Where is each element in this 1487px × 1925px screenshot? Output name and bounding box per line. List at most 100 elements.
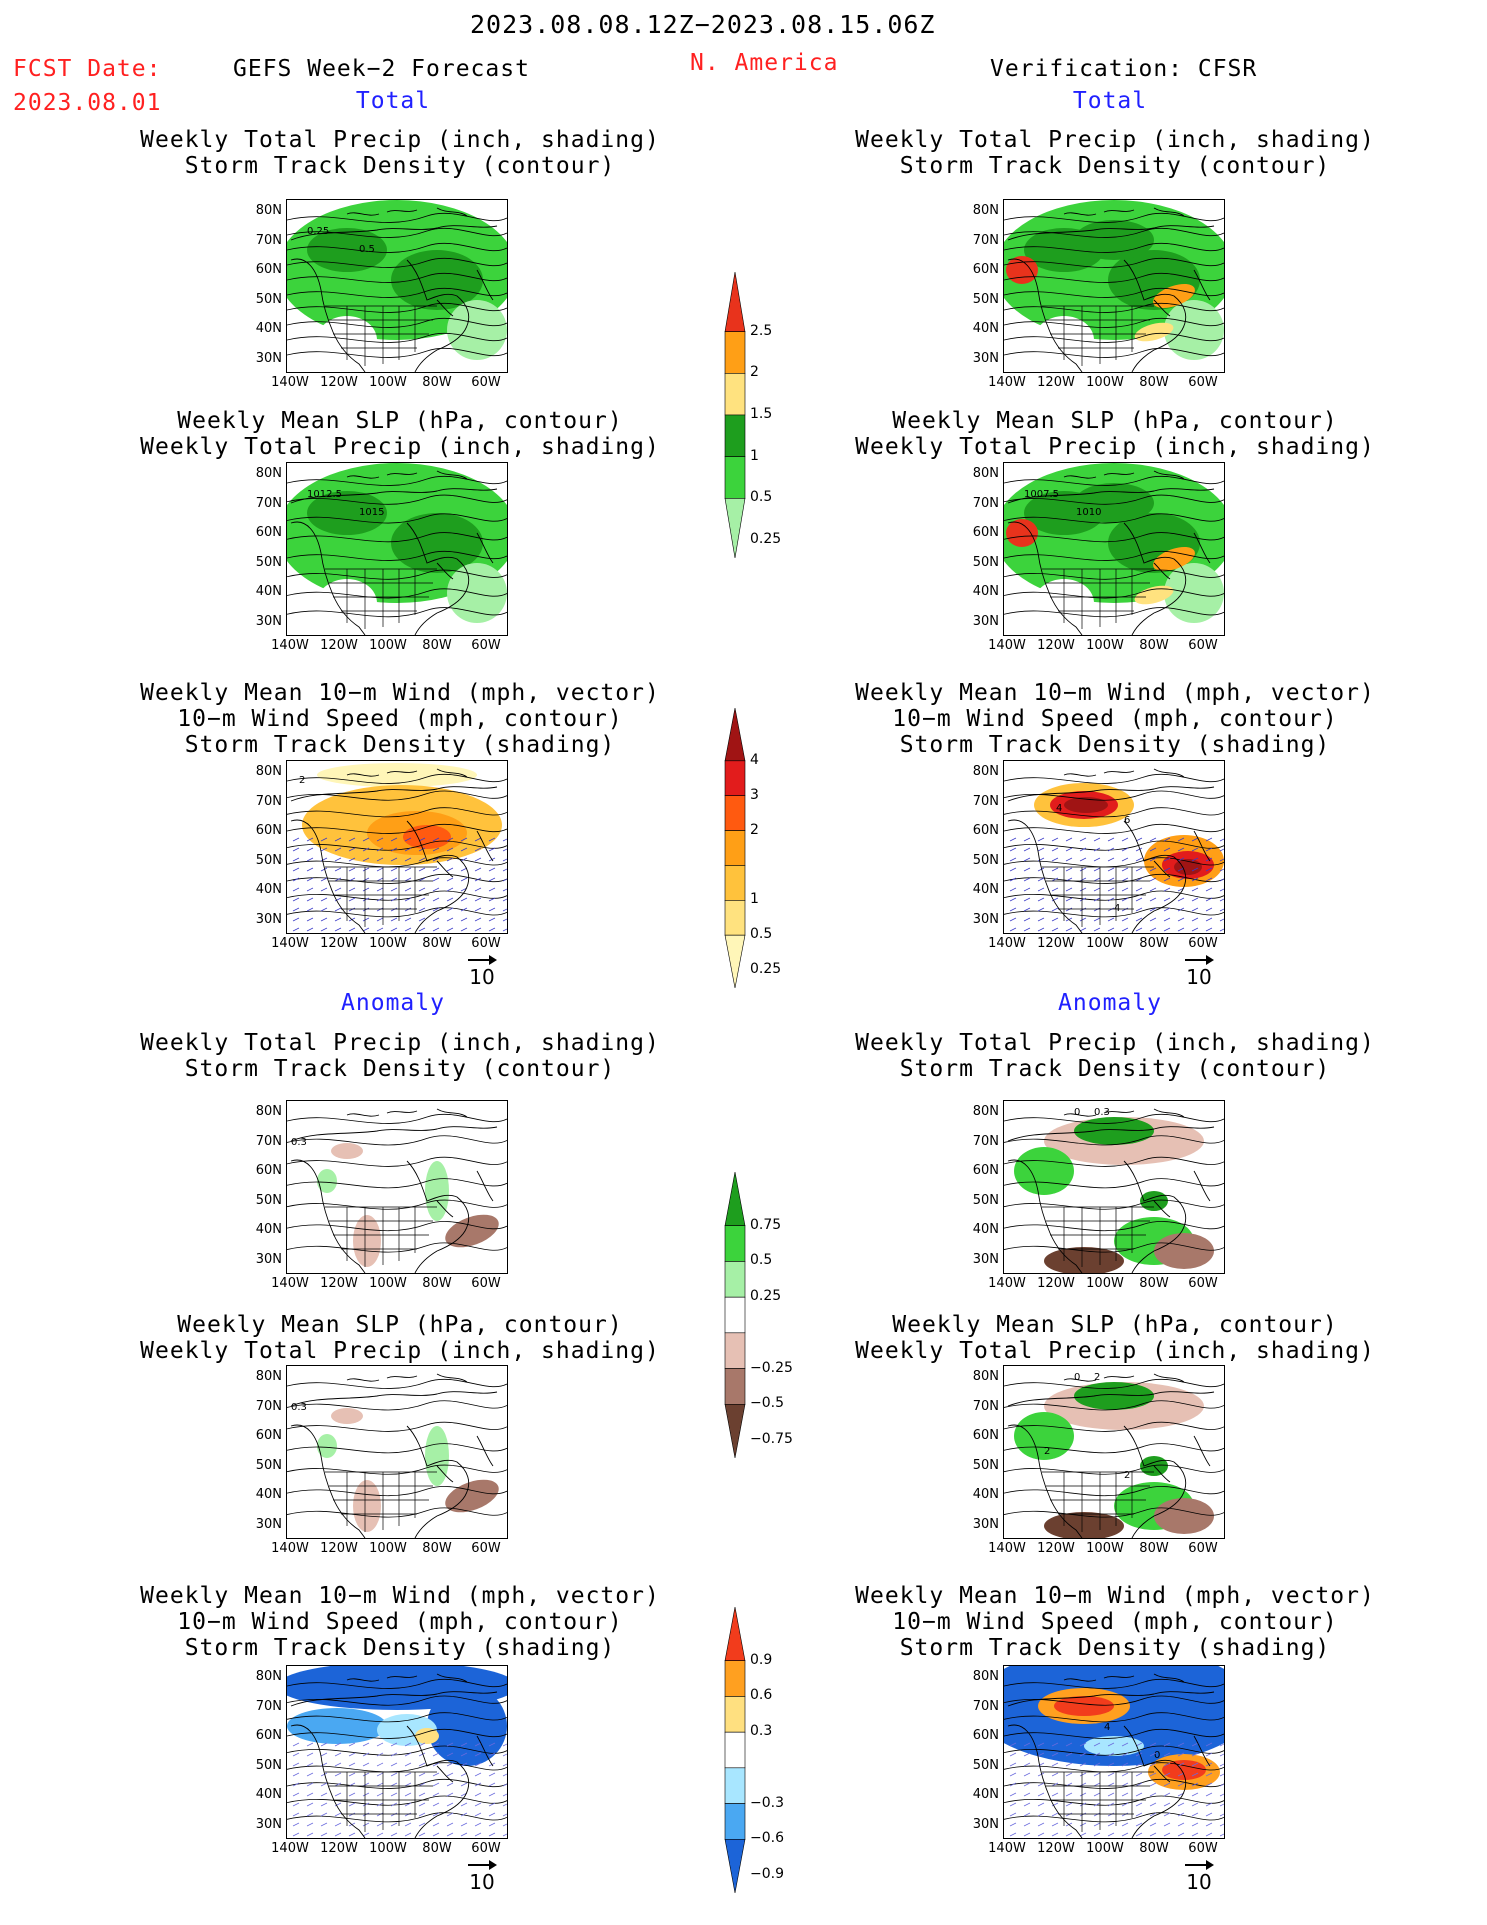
wind-vector bbox=[1037, 887, 1045, 892]
lon-tick-label: 80W bbox=[422, 375, 452, 390]
wind-vector bbox=[1079, 837, 1087, 842]
lon-tick-label: 60W bbox=[1188, 375, 1218, 390]
wind-vector bbox=[418, 877, 426, 882]
lat-tick-label: 30N bbox=[972, 911, 999, 927]
panel-title-line: 10−m Wind Speed (mph, contour) bbox=[177, 706, 623, 732]
lat-tick-label: 40N bbox=[972, 584, 999, 599]
shading-patch bbox=[415, 1728, 439, 1744]
contour-line bbox=[1004, 1178, 1224, 1189]
lon-tick-label: 120W bbox=[320, 638, 358, 653]
lon-tick-label: 140W bbox=[988, 1276, 1026, 1291]
contour-line bbox=[287, 532, 507, 543]
colorbar-label: −0.5 bbox=[750, 1395, 784, 1412]
lon-tick-label: 120W bbox=[320, 1276, 358, 1291]
lon-tick-label: 60W bbox=[1188, 1841, 1218, 1856]
coast-maritime bbox=[1153, 269, 1211, 317]
map-frame: 2 bbox=[286, 760, 508, 934]
wind-vector bbox=[1065, 1772, 1073, 1777]
contour-line bbox=[1004, 588, 1224, 599]
map-svg: 1012.5 1015 bbox=[287, 463, 507, 635]
wind-vector bbox=[320, 1752, 328, 1757]
wind-vector bbox=[1219, 1813, 1224, 1817]
wind-vector bbox=[390, 1802, 398, 1807]
contour-line bbox=[287, 550, 507, 561]
wind-vector bbox=[390, 1792, 398, 1797]
colorbar-segment bbox=[724, 1368, 746, 1405]
wind-vector bbox=[1037, 837, 1045, 842]
wind-vector bbox=[306, 1752, 314, 1757]
lat-tick-label: 40N bbox=[972, 882, 999, 897]
wind-vector bbox=[1191, 847, 1199, 852]
coast-islands bbox=[346, 1373, 468, 1383]
contour-line bbox=[287, 1400, 507, 1411]
wind-vector bbox=[474, 1802, 482, 1807]
map-svg bbox=[287, 1666, 507, 1838]
wind-vector bbox=[488, 1812, 496, 1817]
wind-vector bbox=[460, 927, 468, 932]
lat-tick-label: 70N bbox=[972, 232, 999, 248]
colorbar-segment bbox=[724, 1296, 746, 1334]
wind-vector bbox=[1009, 907, 1017, 912]
wind-vector bbox=[418, 1812, 426, 1817]
wind-vector bbox=[320, 1742, 328, 1747]
wind-vector bbox=[474, 907, 482, 912]
wind-vector bbox=[376, 907, 384, 912]
lon-tick-label: 60W bbox=[471, 936, 501, 951]
wind-vector bbox=[1107, 1752, 1115, 1757]
panel-title-line: 10−m Wind Speed (mph, contour) bbox=[892, 1609, 1338, 1635]
wind-vector bbox=[362, 1752, 370, 1757]
wind-vector bbox=[320, 907, 328, 912]
colorbar-label: 1 bbox=[750, 447, 759, 464]
colorbar-total-storm-density: 4 3 2 1 0.5 0.25 bbox=[720, 706, 820, 990]
wind-vector bbox=[474, 897, 482, 902]
colorbar-label: 1.5 bbox=[750, 406, 773, 422]
wind-vector bbox=[1177, 1772, 1185, 1777]
wind-vector bbox=[1009, 867, 1017, 872]
shading-layer bbox=[317, 1143, 499, 1267]
colorbar-segment bbox=[724, 1261, 746, 1298]
panel-title-line: Weekly Mean 10−m Wind (mph, vector) bbox=[855, 680, 1375, 706]
panel-title-line: Weekly Mean SLP (hPa, contour) bbox=[892, 1312, 1338, 1338]
colorbar-label: 4 bbox=[750, 751, 759, 768]
shading-patch bbox=[307, 228, 387, 272]
contour-line bbox=[1004, 773, 1224, 784]
wind-vector bbox=[292, 1802, 300, 1807]
wind-vector bbox=[474, 857, 482, 862]
lat-tick-label: 40N bbox=[972, 321, 999, 336]
contour-line bbox=[287, 1486, 507, 1497]
wind-vector bbox=[1219, 838, 1224, 842]
wind-vector bbox=[362, 1802, 370, 1807]
section-anomaly-left: Anomaly bbox=[341, 990, 445, 1016]
wind-vector bbox=[446, 1822, 454, 1827]
wind-vector bbox=[1023, 897, 1031, 902]
contour-lines bbox=[1004, 1678, 1224, 1823]
map-frame: 0.25 0.5 bbox=[286, 199, 508, 373]
wind-vector bbox=[1135, 1752, 1143, 1757]
colorbar-segment bbox=[724, 331, 746, 374]
contour-line bbox=[1004, 790, 1224, 801]
lat-tick-label: 60N bbox=[255, 1428, 282, 1443]
wind-vector bbox=[1093, 1772, 1101, 1777]
wind-vector bbox=[376, 1762, 384, 1767]
model-title: GEFS Week−2 Forecast bbox=[233, 56, 530, 82]
wind-vector bbox=[1093, 1782, 1101, 1787]
wind-vector bbox=[348, 1742, 356, 1747]
lon-tick-label: 140W bbox=[271, 375, 309, 390]
section-anomaly-right: Anomaly bbox=[1058, 990, 1162, 1016]
wind-vector bbox=[1135, 887, 1143, 892]
contour-lines bbox=[287, 212, 507, 358]
wind-vector bbox=[502, 1753, 507, 1757]
wind-vector bbox=[390, 887, 398, 892]
wind-vector bbox=[292, 897, 300, 902]
wind-vector bbox=[1205, 1822, 1213, 1827]
wind-vector bbox=[348, 1792, 356, 1797]
vector-reference-value: 10 bbox=[469, 965, 495, 989]
wind-vector bbox=[1037, 917, 1045, 922]
panel-title-line: Storm Track Density (contour) bbox=[899, 1056, 1331, 1082]
lat-tick-label: 80N bbox=[255, 1104, 282, 1119]
wind-vector bbox=[1149, 847, 1157, 852]
wind-vector bbox=[1023, 927, 1031, 932]
wind-vector bbox=[1163, 847, 1171, 852]
wind-vector bbox=[1149, 1792, 1157, 1797]
wind-vector bbox=[376, 1812, 384, 1817]
